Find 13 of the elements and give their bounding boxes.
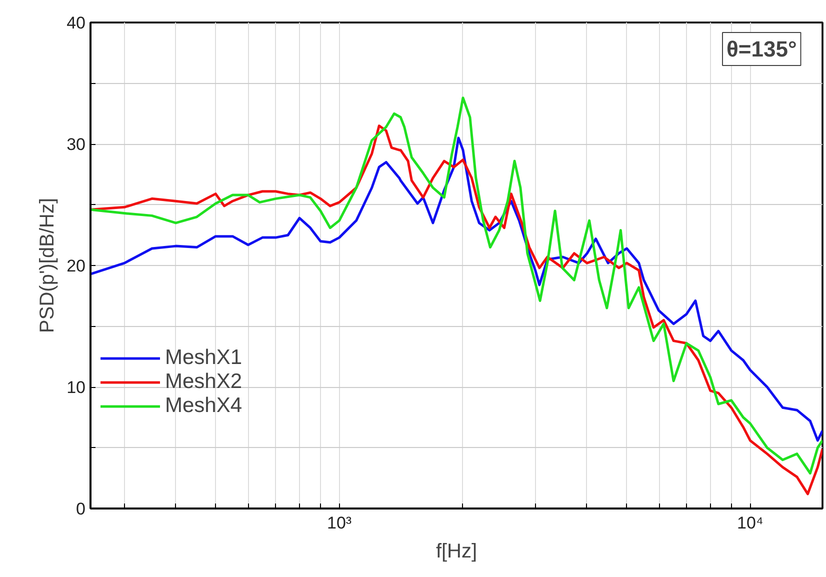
legend-label: MeshX2 [165,370,242,394]
y-tick-label: 20 [66,256,86,276]
x-tick-label: 10³ [327,514,352,532]
y-tick-label: 30 [66,135,86,154]
x-axis-title: f[Hz] [436,540,478,562]
annotation: θ=135° [726,36,797,62]
y-tick-label: 10 [66,378,86,397]
y-tick-label: 0 [76,500,86,518]
y-axis-title: PSD(p')[dB/Hz] [36,198,59,333]
x-tick-label: 10⁴ [737,514,764,532]
legend-label: MeshX1 [165,346,242,370]
legend-label: MeshX4 [165,394,242,418]
y-tick-label: 40 [66,14,86,32]
